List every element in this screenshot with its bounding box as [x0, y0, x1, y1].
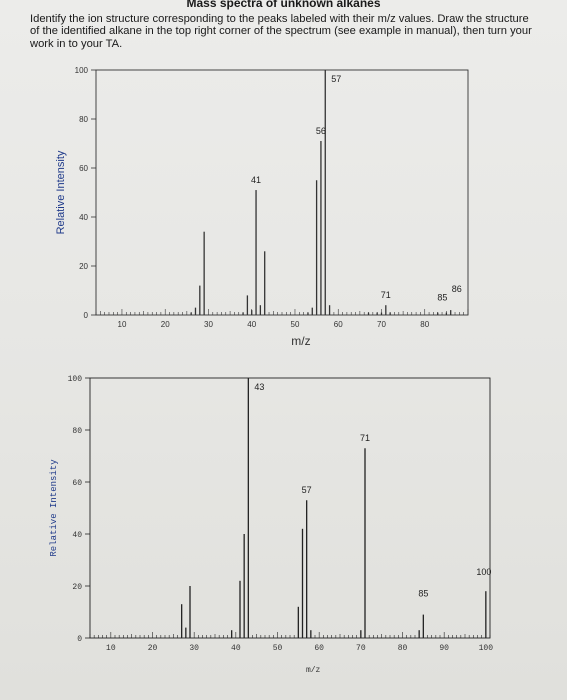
peak-label: 100: [476, 567, 491, 577]
peak-label: 71: [360, 433, 370, 443]
y-tick-label: 80: [79, 115, 88, 124]
mass-spectrum-chart-2: 0 20 40 60 80 100 10 20 30 40 50 60 70 80 90 100 43 57 7…: [49, 375, 494, 675]
mass-spectrum-chart-1: 0 20 40 60 80 100 10 20 30 40 50 60 70 80 41 56 57 71 85…: [55, 66, 469, 348]
y-tick-label: 0: [77, 635, 82, 644]
peak-label: 43: [254, 382, 264, 392]
x-tick-label: 50: [273, 644, 283, 653]
x-tick-label: 70: [377, 320, 386, 329]
chart-1-x-axis-label: m/z: [291, 334, 310, 348]
y-tick-label: 60: [72, 479, 82, 488]
y-tick-label: 100: [75, 66, 89, 75]
peak-label: 71: [381, 290, 391, 300]
x-tick-label: 10: [106, 644, 116, 653]
peak-label: 86: [452, 284, 462, 294]
chart-2-x-axis-label: m/z: [306, 666, 321, 675]
peak-label: 57: [302, 485, 312, 495]
y-tick-label: 60: [79, 164, 88, 173]
x-tick-label: 40: [231, 644, 241, 653]
peak-label: 57: [331, 74, 341, 84]
chart-2-plot-frame: [89, 377, 491, 639]
x-tick-label: 30: [204, 320, 213, 329]
x-tick-label: 20: [148, 644, 158, 653]
chart-1-y-axis-label: Relative Intensity: [55, 150, 67, 234]
x-tick-label: 70: [356, 644, 366, 653]
instructions-text: Identify the ion structure corresponding…: [30, 13, 532, 50]
x-tick-label: 30: [189, 644, 199, 653]
y-tick-label: 80: [72, 427, 82, 436]
x-tick-label: 60: [314, 644, 324, 653]
x-tick-label: 60: [334, 320, 343, 329]
x-tick-label: 100: [479, 644, 494, 653]
peak-label: 41: [251, 175, 261, 185]
chart-1-plot-frame: [95, 69, 469, 316]
peak-label: 85: [437, 293, 447, 303]
page-title: Mass spectra of unknown alkanes: [186, 0, 381, 10]
peak-label: 56: [316, 126, 326, 136]
y-tick-label: 20: [72, 583, 82, 592]
x-tick-label: 40: [247, 320, 256, 329]
x-tick-label: 80: [398, 644, 408, 653]
y-tick-label: 40: [72, 531, 82, 540]
x-tick-label: 90: [439, 644, 449, 653]
chart-2-y-axis-label: Relative Intensity: [49, 459, 59, 557]
y-tick-label: 0: [84, 311, 89, 320]
y-tick-label: 100: [68, 375, 83, 384]
x-tick-label: 50: [291, 320, 300, 329]
y-tick-label: 40: [79, 213, 88, 222]
x-tick-label: 20: [161, 320, 170, 329]
peak-label: 85: [418, 589, 428, 599]
x-tick-label: 10: [118, 320, 127, 329]
x-tick-label: 80: [420, 320, 429, 329]
y-tick-label: 20: [79, 262, 88, 271]
